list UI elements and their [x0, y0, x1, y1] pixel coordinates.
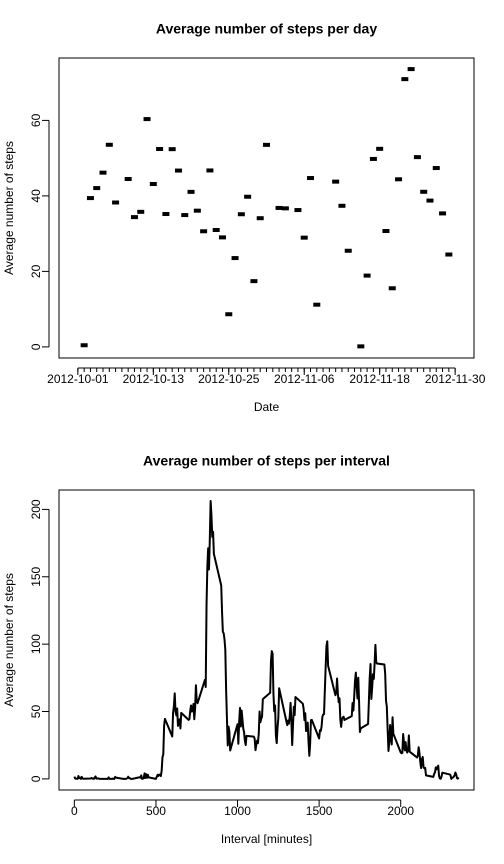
- x-tick-label: 2012-10-13: [123, 372, 185, 386]
- x-tick-label: 2012-11-06: [274, 372, 335, 386]
- point: [382, 229, 390, 234]
- x-tick-label: 2012-10-01: [47, 372, 109, 386]
- y-tick-label: 100: [29, 634, 43, 654]
- point: [112, 200, 120, 205]
- point: [168, 147, 176, 152]
- point: [206, 168, 214, 173]
- x-tick-label: 2012-11-30: [425, 372, 486, 386]
- point: [99, 170, 107, 175]
- point: [193, 208, 201, 213]
- point: [130, 215, 138, 220]
- point: [244, 194, 252, 199]
- x-tick-label: 2000: [387, 804, 414, 818]
- y-axis-label: Average number of steps: [2, 141, 16, 275]
- y-tick-label: 0: [29, 775, 43, 782]
- point: [388, 286, 396, 291]
- point: [250, 279, 258, 284]
- x-tick-label: 2012-11-18: [349, 372, 410, 386]
- x-tick-label: 0: [71, 804, 78, 818]
- point: [338, 203, 346, 208]
- point: [294, 208, 302, 213]
- point: [143, 117, 151, 122]
- point: [275, 205, 283, 210]
- point: [439, 211, 447, 216]
- point: [86, 196, 94, 201]
- series-line: [73, 500, 460, 780]
- point: [376, 146, 384, 151]
- y-tick-label: 200: [29, 499, 43, 519]
- plot-box: [58, 489, 475, 791]
- point: [181, 213, 189, 218]
- point: [395, 177, 403, 182]
- point: [137, 209, 145, 214]
- point: [256, 216, 264, 221]
- point: [174, 168, 182, 173]
- point: [218, 235, 226, 240]
- x-tick-label: 500: [146, 804, 166, 818]
- x-axis-label: Interval [minutes]: [221, 832, 312, 846]
- point: [237, 212, 245, 217]
- point: [413, 155, 421, 160]
- x-tick-label: 2012-10-25: [198, 372, 260, 386]
- point: [281, 206, 289, 211]
- point: [156, 147, 164, 152]
- y-tick-label: 0: [29, 343, 43, 350]
- point: [369, 156, 377, 161]
- point: [445, 252, 453, 257]
- point: [200, 229, 208, 234]
- point: [212, 227, 220, 232]
- point: [80, 343, 88, 348]
- point: [432, 166, 440, 171]
- y-tick-label: 20: [29, 264, 43, 278]
- point: [426, 198, 434, 203]
- chart-title: Average number of steps per interval: [143, 453, 390, 469]
- point: [231, 256, 239, 261]
- point: [420, 189, 428, 194]
- point: [263, 142, 270, 147]
- x-tick-label: 1000: [224, 804, 251, 818]
- y-axis-label: Average number of steps: [2, 573, 16, 707]
- point: [357, 344, 365, 349]
- point: [313, 302, 321, 307]
- y-tick-label: 60: [29, 113, 43, 127]
- chart-title: Average number of steps per day: [156, 21, 377, 37]
- point: [187, 189, 195, 194]
- point: [401, 77, 409, 82]
- y-tick-label: 50: [29, 705, 43, 719]
- point: [344, 248, 352, 253]
- point: [300, 235, 308, 240]
- y-tick-label: 150: [29, 566, 43, 586]
- point: [105, 142, 113, 147]
- x-tick-label: 1500: [306, 804, 333, 818]
- point: [407, 67, 415, 72]
- point: [162, 212, 170, 217]
- point: [332, 179, 340, 184]
- point: [124, 176, 132, 181]
- point: [363, 273, 371, 278]
- point: [93, 186, 101, 191]
- y-tick-label: 40: [29, 189, 43, 203]
- point: [225, 312, 233, 317]
- point: [149, 182, 157, 187]
- plot-box: [58, 57, 475, 359]
- x-axis-label: Date: [254, 400, 280, 414]
- point: [307, 176, 315, 181]
